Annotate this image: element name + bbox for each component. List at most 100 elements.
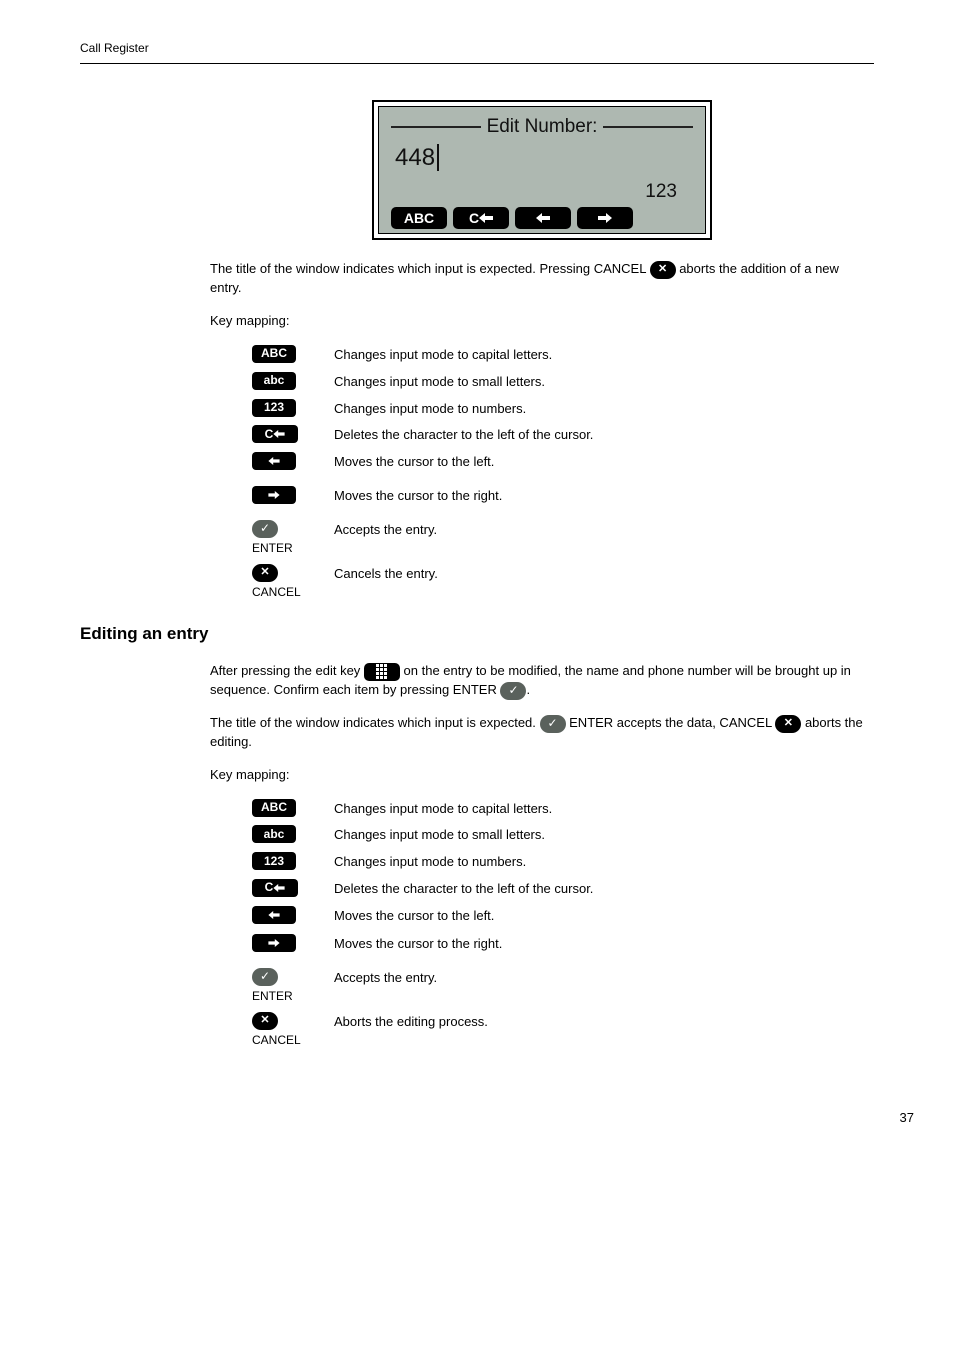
key-desc: Accepts the entry. — [334, 968, 874, 988]
key-row-123: 123 Changes input mode to numbers. — [252, 852, 874, 872]
key-desc: Changes input mode to small letters. — [334, 372, 874, 392]
paragraph-cancel-info: The title of the window indicates which … — [210, 260, 874, 298]
cancel-icon: ✕ — [650, 261, 676, 279]
key-desc: Changes input mode to capital letters. — [334, 799, 874, 819]
cancel-icon: ✕ — [252, 564, 278, 582]
lcd-entered-digits: 448 — [395, 144, 435, 171]
key-row-right: Moves the cursor to the right. — [252, 486, 874, 506]
lcd-title-text: Edit Number: — [487, 113, 598, 141]
para1a-text: The title of the window indicates which … — [210, 261, 650, 276]
key-desc: Moves the cursor to the right. — [334, 486, 874, 506]
key-desc: Changes input mode to numbers. — [334, 852, 874, 872]
num-mode-icon: 123 — [252, 399, 296, 417]
header-rule — [80, 63, 874, 64]
sec2-paragraph-2: The title of the window indicates which … — [210, 714, 874, 752]
key-desc: Aborts the editing process. — [334, 1012, 874, 1032]
key-desc: Moves the cursor to the right. — [334, 934, 874, 954]
cursor-right-icon — [252, 486, 296, 504]
backspace-icon: C — [252, 425, 298, 443]
key-row-123: 123 Changes input mode to numbers. — [252, 399, 874, 419]
key-row-abc-lower: abc Changes input mode to small letters. — [252, 825, 874, 845]
lcd-mode-number: 123 — [391, 178, 677, 206]
key-icon-cell: 123 — [252, 399, 334, 417]
arrow-left-icon — [268, 911, 280, 919]
abc-upper-icon: ABC — [252, 345, 296, 363]
key-icon-cell: ✕ CANCEL — [252, 564, 334, 601]
key-row-abc-upper: ABC Changes input mode to capital letter… — [252, 799, 874, 819]
key-row-right: Moves the cursor to the right. — [252, 934, 874, 954]
key-icon-cell: ABC — [252, 799, 334, 817]
enter-icon: ✓ — [252, 968, 278, 986]
edit-key-dots — [376, 664, 387, 679]
softkey-abc[interactable]: ABC — [391, 207, 447, 229]
key-row-backspace: C Deletes the character to the left of t… — [252, 425, 874, 445]
cursor-left-icon — [252, 452, 296, 470]
section-editing-entry: Editing an entry — [80, 622, 874, 647]
abc-upper-icon: ABC — [252, 799, 296, 817]
arrow-left-icon — [536, 213, 550, 223]
lcd-title-line-left — [391, 126, 481, 128]
key-row-enter: ✓ ENTER Accepts the entry. — [252, 968, 874, 1005]
keymap-heading-1: Key mapping: — [210, 312, 874, 331]
key-desc: Moves the cursor to the left. — [334, 906, 874, 926]
key-row-cancel: ✕ CANCEL Cancels the entry. — [252, 564, 874, 601]
key-desc: Changes input mode to capital letters. — [334, 345, 874, 365]
key-row-enter: ✓ ENTER Accepts the entry. — [252, 520, 874, 557]
lcd-screen: Edit Number: 448 123 ABC C — [378, 106, 706, 234]
key-icon-cell: ✓ ENTER — [252, 520, 334, 557]
enter-caption: ENTER — [252, 540, 293, 557]
abc-lower-icon: abc — [252, 825, 296, 843]
key-desc: Deletes the character to the left of the… — [334, 879, 634, 899]
sec2-p2a: The title of the window indicates which … — [210, 715, 540, 730]
lcd-entered-number: 448 — [395, 141, 693, 176]
key-icon-cell: ABC — [252, 345, 334, 363]
key-desc: Cancels the entry. — [334, 564, 874, 584]
key-icon-cell: C — [252, 879, 334, 897]
edit-key-icon — [364, 663, 400, 681]
page-content: Edit Number: 448 123 ABC C The title of … — [210, 100, 874, 1049]
key-icon-cell: ✕ CANCEL — [252, 1012, 334, 1049]
key-row-left: Moves the cursor to the left. — [252, 452, 874, 472]
softkey-row: ABC C — [391, 207, 693, 229]
key-row-abc-lower: abc Changes input mode to small letters. — [252, 372, 874, 392]
key-icon-cell — [252, 452, 334, 470]
key-desc: Changes input mode to numbers. — [334, 399, 874, 419]
cancel-icon: ✕ — [775, 715, 801, 733]
key-desc: Moves the cursor to the left. — [334, 452, 874, 472]
key-icon-cell — [252, 906, 334, 924]
softkey-right[interactable] — [577, 207, 633, 229]
page-number: 37 — [80, 1109, 914, 1128]
keymap-heading-2: Key mapping: — [210, 766, 874, 785]
arrow-left-icon — [479, 213, 493, 223]
lcd-frame: Edit Number: 448 123 ABC C — [372, 100, 712, 240]
arrow-right-icon — [268, 491, 280, 499]
arrow-right-icon — [598, 213, 612, 223]
enter-icon: ✓ — [500, 682, 526, 700]
key-icon-cell: 123 — [252, 852, 334, 870]
key-icon-cell: ✓ ENTER — [252, 968, 334, 1005]
lcd-title-row: Edit Number: — [391, 113, 693, 141]
key-mapping-table-2: ABC Changes input mode to capital letter… — [252, 799, 874, 1050]
cancel-icon: ✕ — [252, 1012, 278, 1030]
key-desc: Changes input mode to small letters. — [334, 825, 874, 845]
lcd-cursor — [437, 144, 446, 171]
sec2-p1a: After pressing the edit key — [210, 663, 364, 678]
key-row-left: Moves the cursor to the left. — [252, 906, 874, 926]
softkey-left[interactable] — [515, 207, 571, 229]
arrow-left-icon — [273, 430, 285, 438]
abc-lower-icon: abc — [252, 372, 296, 390]
enter-icon: ✓ — [540, 715, 566, 733]
key-icon-cell: abc — [252, 825, 334, 843]
softkey-backspace[interactable]: C — [453, 207, 509, 229]
sec2-paragraph-1: After pressing the edit key on the entry… — [210, 662, 874, 700]
key-icon-cell — [252, 486, 334, 504]
enter-icon: ✓ — [252, 520, 278, 538]
enter-caption: ENTER — [252, 988, 293, 1005]
key-row-abc-upper: ABC Changes input mode to capital letter… — [252, 345, 874, 365]
cancel-caption: CANCEL — [252, 1032, 301, 1049]
softkey-backspace-label: C — [469, 208, 479, 228]
backspace-icon: C — [252, 879, 298, 897]
header-title: Call Register — [80, 40, 874, 57]
key-row-cancel: ✕ CANCEL Aborts the editing process. — [252, 1012, 874, 1049]
cursor-left-icon — [252, 906, 296, 924]
